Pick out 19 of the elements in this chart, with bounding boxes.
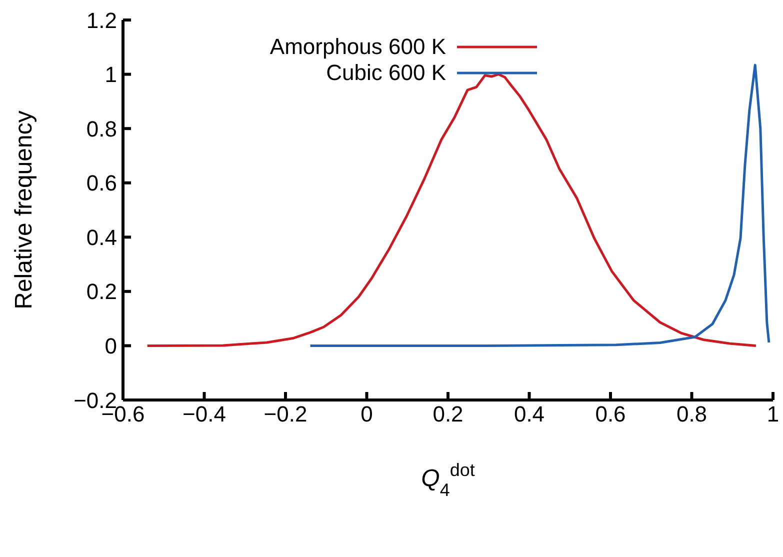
x-tick-label: −0.2 — [264, 402, 308, 427]
y-tick-label: 1 — [104, 62, 117, 88]
y-tick-label: 0.2 — [86, 279, 117, 304]
x-tick-label: 1 — [766, 402, 780, 427]
line-series — [309, 64, 770, 347]
y-tick-label: 0 — [104, 334, 117, 359]
legend-label: Cubic 600 K — [326, 60, 446, 86]
x-tick-label: 0.2 — [432, 402, 464, 427]
x-tick-label: 0 — [360, 402, 373, 427]
x-tick-label: 0.4 — [514, 402, 545, 427]
y-tick-label: 0.6 — [86, 170, 117, 196]
x-tick-label: 0.8 — [676, 402, 708, 427]
x-tick-label: 0.6 — [595, 402, 626, 427]
legend-label: Amorphous 600 K — [270, 34, 446, 60]
x-tick-label: −0.4 — [182, 402, 226, 427]
y-tick-label: 0.8 — [86, 116, 117, 142]
y-axis-title: Relative frequency — [10, 110, 38, 310]
y-tick-label: 1.2 — [86, 8, 117, 33]
y-tick-label: 0.4 — [86, 224, 117, 250]
